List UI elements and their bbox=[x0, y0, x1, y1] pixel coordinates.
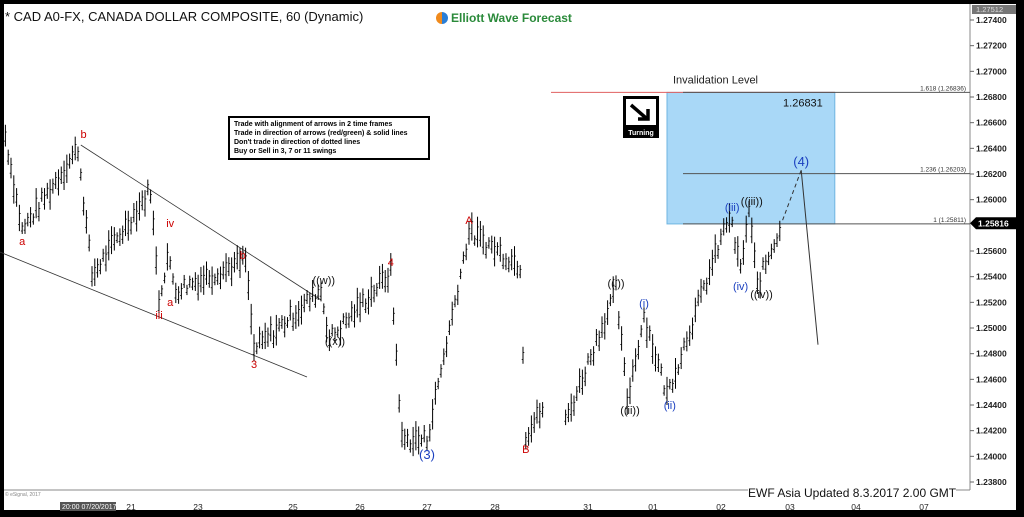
copyright: © eSignal, 2017 bbox=[5, 492, 41, 498]
wave-label: (i) bbox=[639, 298, 649, 310]
trendline bbox=[0, 251, 308, 378]
wave-label: 4 bbox=[388, 257, 394, 269]
invalidation-label: Invalidation Level bbox=[673, 74, 758, 86]
target-zone-label: 1.26831 bbox=[783, 97, 823, 109]
wave-label: ((ii)) bbox=[620, 405, 640, 417]
y-tick-label: 1.25600 bbox=[976, 246, 1007, 256]
wave-label: iv bbox=[166, 218, 174, 230]
y-tick-label: 1.24800 bbox=[976, 349, 1007, 359]
cursor-time-tag bbox=[60, 502, 116, 511]
rule-line: Trade with alignment of arrows in 2 time… bbox=[234, 121, 393, 128]
wave-label: (iv) bbox=[733, 281, 748, 293]
wave-label: ((x)) bbox=[325, 336, 345, 348]
x-tick-label: 07 bbox=[919, 502, 929, 512]
x-tick-label: 01 bbox=[648, 502, 658, 512]
wave-label: a bbox=[19, 236, 26, 248]
wave-label: 3 bbox=[251, 359, 257, 371]
y-tick-label: 1.25000 bbox=[976, 323, 1007, 333]
x-tick-label: 31 bbox=[583, 502, 593, 512]
rule-line: Trade in direction of arrows (red/green)… bbox=[234, 130, 408, 137]
target-zone-box bbox=[666, 91, 836, 225]
arrow-down-right-icon bbox=[626, 99, 656, 125]
rule-line: Don't trade in direction of dotted lines bbox=[234, 139, 361, 146]
y-tick-label: 1.26200 bbox=[976, 169, 1007, 179]
chart-background bbox=[4, 4, 1016, 510]
last-price-label: 1.25816 bbox=[978, 218, 1009, 228]
trading-rules-box: Trade with alignment of arrows in 2 time… bbox=[228, 116, 430, 160]
y-tick-label: 1.25400 bbox=[976, 272, 1007, 282]
wave-label: A bbox=[465, 215, 473, 227]
y-tick-label: 1.26400 bbox=[976, 143, 1007, 153]
turning-label: Turning bbox=[628, 130, 654, 137]
y-tick-label: 1.24200 bbox=[976, 426, 1007, 436]
fib-level-label: 1.618 (1.26836) bbox=[920, 85, 966, 92]
turning-badge: Turning bbox=[623, 96, 659, 138]
y-tick-label: 1.27200 bbox=[976, 41, 1007, 51]
last-price-tag bbox=[970, 217, 1016, 230]
brand-logo: Elliott Wave Forecast bbox=[436, 11, 572, 25]
y-tick-label: 1.27400 bbox=[976, 15, 1007, 25]
wave-label: ((w)) bbox=[312, 275, 335, 287]
wave-label: (iii) bbox=[725, 202, 740, 214]
wave-label: (3) bbox=[419, 447, 435, 462]
y-top-price-tag bbox=[972, 5, 1016, 14]
wave-label: b bbox=[81, 129, 87, 141]
x-tick-label: 25 bbox=[288, 502, 298, 512]
x-tick-label: 03 bbox=[785, 502, 795, 512]
wave-label: ((iv)) bbox=[750, 289, 773, 301]
wave-label: B bbox=[522, 444, 529, 456]
wave-label: b bbox=[240, 250, 246, 262]
rule-line: Buy or Sell in 3, 7 or 11 swings bbox=[234, 148, 337, 155]
y-tick-label: 1.26600 bbox=[976, 118, 1007, 128]
update-footer: EWF Asia Updated 8.3.2017 2.00 GMT bbox=[748, 486, 957, 500]
logo-text: Elliott Wave Forecast bbox=[451, 11, 572, 25]
wave-label: a bbox=[167, 297, 174, 309]
cursor-time-label: 20:00 07/20/2017 bbox=[62, 504, 117, 511]
x-tick-label: 02 bbox=[716, 502, 726, 512]
wave-label: (ii) bbox=[664, 400, 676, 412]
y-tick-label: 1.24000 bbox=[976, 451, 1007, 461]
y-tick-label: 1.24600 bbox=[976, 374, 1007, 384]
projection-solid-line bbox=[800, 170, 819, 345]
x-tick-label: 27 bbox=[422, 502, 432, 512]
wave-label: iii bbox=[155, 310, 162, 322]
x-tick-label: 26 bbox=[355, 502, 365, 512]
y-tick-label: 1.27000 bbox=[976, 66, 1007, 76]
x-tick-label: 21 bbox=[126, 502, 136, 512]
y-top-price-label: 1.27512 bbox=[976, 5, 1003, 14]
wave-label: (4) bbox=[793, 154, 809, 169]
x-tick-label: 04 bbox=[851, 502, 861, 512]
y-tick-label: 1.26800 bbox=[976, 92, 1007, 102]
logo-icon bbox=[436, 12, 448, 24]
fib-level-label: 1 (1.25811) bbox=[933, 217, 966, 224]
projection-dashed-line bbox=[782, 169, 802, 221]
wave-label: ((i)) bbox=[607, 278, 624, 290]
trendline bbox=[80, 144, 322, 301]
wave-label: ((iii)) bbox=[741, 196, 763, 208]
x-tick-label: 28 bbox=[490, 502, 500, 512]
y-tick-label: 1.24400 bbox=[976, 400, 1007, 410]
x-tick-label: 23 bbox=[193, 502, 203, 512]
y-tick-label: 1.25200 bbox=[976, 297, 1007, 307]
fib-level-label: 1.236 (1.26203) bbox=[920, 167, 966, 174]
y-tick-label: 1.23800 bbox=[976, 477, 1007, 487]
y-tick-label: 1.26000 bbox=[976, 195, 1007, 205]
chart-title: * CAD A0-FX, CANADA DOLLAR COMPOSITE, 60… bbox=[5, 9, 364, 24]
